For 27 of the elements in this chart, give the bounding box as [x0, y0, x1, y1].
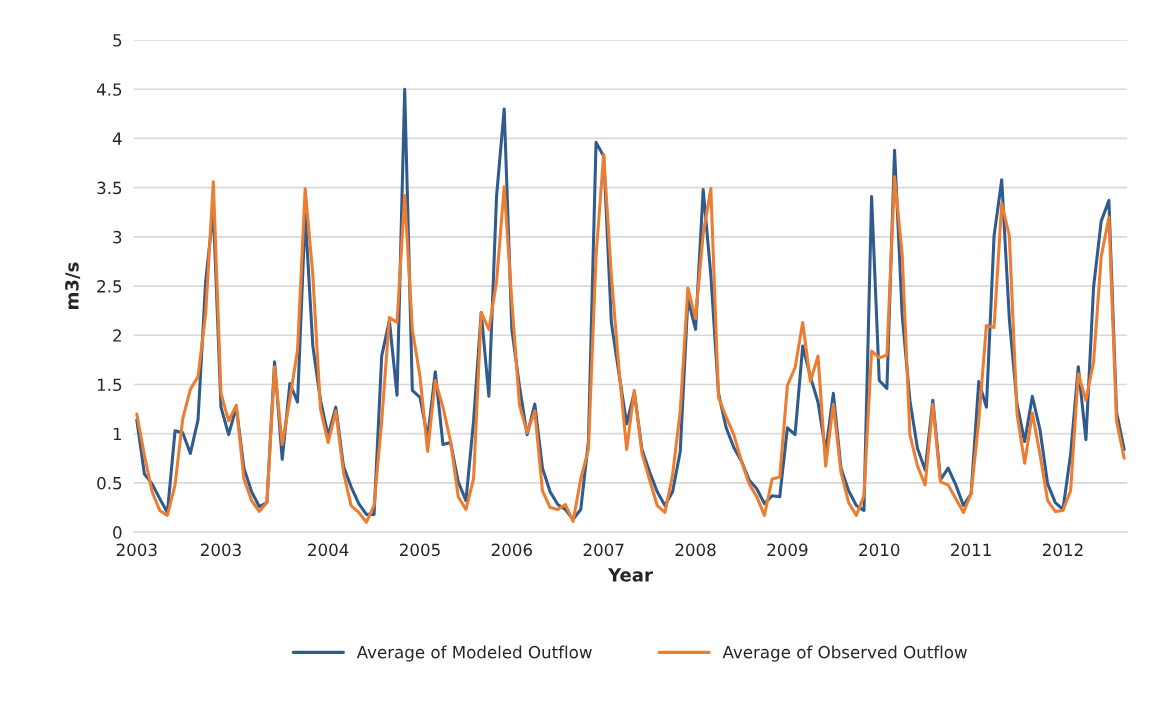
x-tick-label: 2006 [491, 543, 532, 557]
x-tick-label: 2003 [116, 543, 157, 557]
y-tick-label: 1 [113, 427, 122, 441]
x-tick-label: 2005 [400, 543, 440, 557]
y-tick-label: 3 [113, 230, 122, 244]
x-tick-label: 2008 [675, 543, 716, 557]
y-axis-title: m3/s [65, 262, 81, 309]
x-tick-label: 2010 [859, 543, 900, 557]
y-tick-label: 1.5 [97, 378, 122, 392]
legend-label: Average of Modeled Outflow [356, 645, 592, 662]
y-tick-label: 0.5 [97, 476, 122, 490]
y-tick-label: 2 [113, 329, 121, 342]
y-tick-label: 3.5 [97, 181, 122, 195]
x-tick-label: 2011 [951, 543, 991, 557]
y-tick-label: 2.5 [97, 280, 122, 293]
x-axis-title: Year [607, 568, 653, 582]
x-tick-label: 2007 [583, 543, 624, 557]
x-tick-label: 2004 [308, 543, 349, 557]
y-tick-label: 4 [112, 132, 122, 145]
x-tick-label: 2003 [200, 543, 241, 557]
legend-label: Average of Observed Outflow [722, 645, 967, 662]
y-tick-label: 4.5 [96, 83, 122, 96]
x-tick-label: 2012 [1042, 543, 1083, 557]
y-tick-label: 0 [113, 526, 122, 539]
x-tick-label: 2009 [767, 543, 808, 557]
y-tick-label: 5 [113, 34, 122, 47]
line-series [135, 152, 1126, 524]
